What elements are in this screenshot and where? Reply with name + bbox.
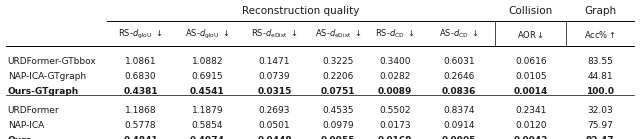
- Text: URDFormer-GTbbox: URDFormer-GTbbox: [8, 57, 97, 66]
- Text: URDFormer: URDFormer: [8, 106, 60, 115]
- Text: 0.0979: 0.0979: [323, 121, 354, 130]
- Text: 0.2206: 0.2206: [323, 72, 354, 81]
- Text: 0.2646: 0.2646: [444, 72, 475, 81]
- Text: 0.5778: 0.5778: [125, 121, 156, 130]
- Text: 0.4541: 0.4541: [190, 87, 225, 96]
- Text: 0.2341: 0.2341: [515, 106, 547, 115]
- Text: 0.0905: 0.0905: [442, 136, 476, 139]
- Text: 0.0105: 0.0105: [515, 72, 547, 81]
- Text: 0.0282: 0.0282: [380, 72, 411, 81]
- Text: 0.5854: 0.5854: [191, 121, 223, 130]
- Text: AS-$d_{\mathrm{CD}}$ $\downarrow$: AS-$d_{\mathrm{CD}}$ $\downarrow$: [439, 28, 479, 40]
- Text: Graph: Graph: [584, 6, 616, 16]
- Text: AS-$d_{\mathrm{gloU}}$ $\downarrow$: AS-$d_{\mathrm{gloU}}$ $\downarrow$: [185, 28, 230, 41]
- Text: 0.4535: 0.4535: [323, 106, 354, 115]
- Text: Ours-GTgraph: Ours-GTgraph: [8, 87, 79, 96]
- Text: 0.0501: 0.0501: [259, 121, 291, 130]
- Text: 0.8374: 0.8374: [443, 106, 475, 115]
- Text: 83.55: 83.55: [587, 57, 613, 66]
- Text: 0.0616: 0.0616: [515, 57, 547, 66]
- Text: AOR$\downarrow$: AOR$\downarrow$: [517, 29, 544, 40]
- Text: 0.0089: 0.0089: [378, 87, 412, 96]
- Text: Acc%$\uparrow$: Acc%$\uparrow$: [584, 29, 616, 40]
- Text: 44.81: 44.81: [588, 72, 613, 81]
- Text: 0.6031: 0.6031: [443, 57, 475, 66]
- Text: 0.3400: 0.3400: [380, 57, 411, 66]
- Text: 100.0: 100.0: [586, 87, 614, 96]
- Text: 1.1868: 1.1868: [125, 106, 156, 115]
- Text: 0.0120: 0.0120: [515, 121, 547, 130]
- Text: RS-$d_{\mathrm{gloU}}$ $\downarrow$: RS-$d_{\mathrm{gloU}}$ $\downarrow$: [118, 28, 163, 41]
- Text: 75.97: 75.97: [587, 121, 613, 130]
- Text: 0.4841: 0.4841: [124, 136, 158, 139]
- Text: 0.0739: 0.0739: [259, 72, 291, 81]
- Text: 0.0173: 0.0173: [380, 121, 411, 130]
- Text: 0.6830: 0.6830: [125, 72, 156, 81]
- Text: 0.1471: 0.1471: [259, 57, 291, 66]
- Text: RS-$d_{\mathrm{eDist}}$ $\downarrow$: RS-$d_{\mathrm{eDist}}$ $\downarrow$: [252, 28, 298, 40]
- Text: 0.0914: 0.0914: [443, 121, 475, 130]
- Text: 1.0882: 1.0882: [191, 57, 223, 66]
- Text: 0.4974: 0.4974: [190, 136, 225, 139]
- Text: 0.0955: 0.0955: [321, 136, 355, 139]
- Text: 1.0861: 1.0861: [125, 57, 156, 66]
- Text: Collision: Collision: [509, 6, 553, 16]
- Text: RS-$d_{\mathrm{CD}}$ $\downarrow$: RS-$d_{\mathrm{CD}}$ $\downarrow$: [375, 28, 415, 40]
- Text: 0.5502: 0.5502: [380, 106, 411, 115]
- Text: 0.6915: 0.6915: [191, 72, 223, 81]
- Text: 0.4381: 0.4381: [124, 87, 158, 96]
- Text: 0.0448: 0.0448: [257, 136, 292, 139]
- Text: 0.2693: 0.2693: [259, 106, 291, 115]
- Text: 0.0836: 0.0836: [442, 87, 476, 96]
- Text: 0.0168: 0.0168: [378, 136, 412, 139]
- Text: 0.3225: 0.3225: [323, 57, 354, 66]
- Text: 82.47: 82.47: [586, 136, 614, 139]
- Text: 32.03: 32.03: [587, 106, 613, 115]
- Text: NAP-ICA: NAP-ICA: [8, 121, 44, 130]
- Text: 1.1879: 1.1879: [191, 106, 223, 115]
- Text: 0.0043: 0.0043: [513, 136, 548, 139]
- Text: 0.0014: 0.0014: [513, 87, 548, 96]
- Text: Ours: Ours: [8, 136, 32, 139]
- Text: 0.0315: 0.0315: [257, 87, 292, 96]
- Text: 0.0751: 0.0751: [321, 87, 355, 96]
- Text: AS-$d_{\mathrm{eDist}}$ $\downarrow$: AS-$d_{\mathrm{eDist}}$ $\downarrow$: [315, 28, 362, 40]
- Text: NAP-ICA-GTgraph: NAP-ICA-GTgraph: [8, 72, 86, 81]
- Text: Reconstruction quality: Reconstruction quality: [242, 6, 360, 16]
